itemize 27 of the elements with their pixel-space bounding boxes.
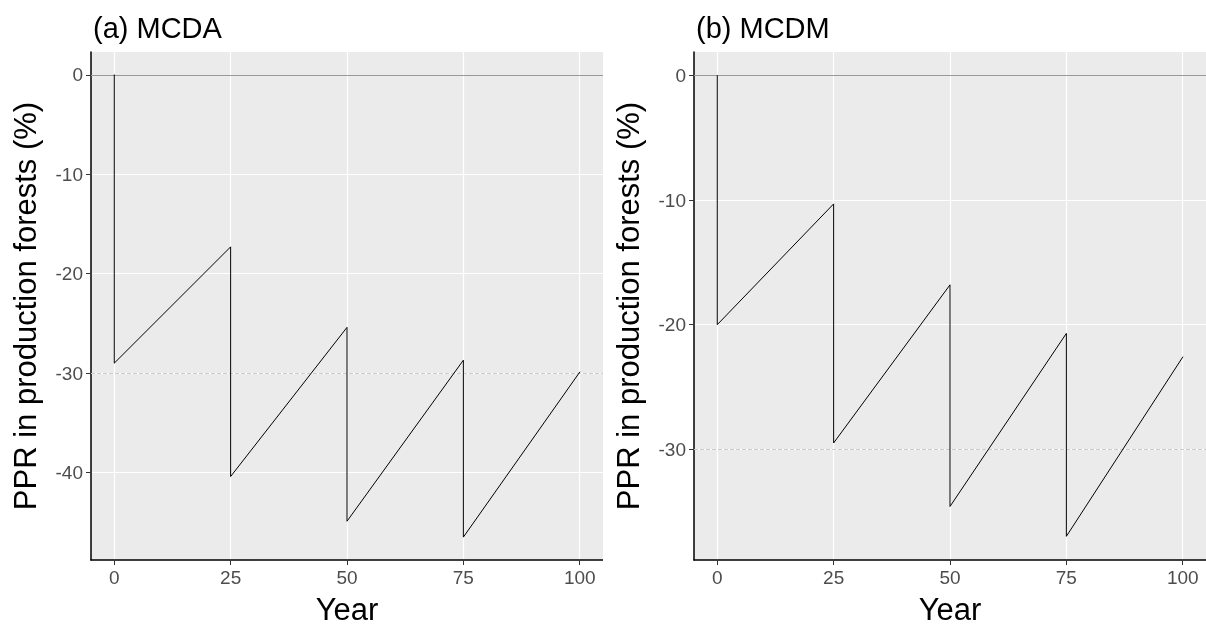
chart-title: (b) MCDM	[696, 11, 830, 44]
y-tick-label: 0	[72, 64, 83, 86]
x-tick-label: 75	[1055, 567, 1077, 588]
x-tick-label: 25	[823, 567, 845, 588]
x-tick-label: 25	[220, 567, 242, 588]
y-axis-title: PPR in production forests (%)	[8, 101, 43, 511]
y-tick-label: -10	[658, 189, 686, 211]
y-tick-label: -30	[658, 438, 686, 460]
y-axis-title: PPR in production forests (%)	[611, 101, 646, 511]
x-axis-title: Year	[918, 592, 982, 627]
x-axis-title: Year	[315, 592, 379, 627]
y-tick-label: -10	[55, 163, 83, 185]
y-tick-label: -40	[55, 462, 83, 484]
x-tick-label: 50	[939, 567, 961, 588]
chart-title: (a) MCDA	[93, 11, 223, 44]
x-tick-label: 75	[452, 567, 474, 588]
y-tick-label: -30	[55, 362, 83, 384]
x-tick-label: 100	[563, 567, 596, 588]
x-tick-label: 100	[1166, 567, 1199, 588]
x-tick-label: 0	[711, 567, 723, 588]
y-tick-label: -20	[658, 314, 686, 336]
y-tick-label: -20	[55, 263, 83, 285]
x-tick-label: 0	[108, 567, 120, 588]
line-series	[716, 75, 1184, 537]
x-tick-label: 50	[336, 567, 358, 588]
line-series	[113, 74, 581, 538]
y-tick-label: 0	[675, 65, 686, 87]
